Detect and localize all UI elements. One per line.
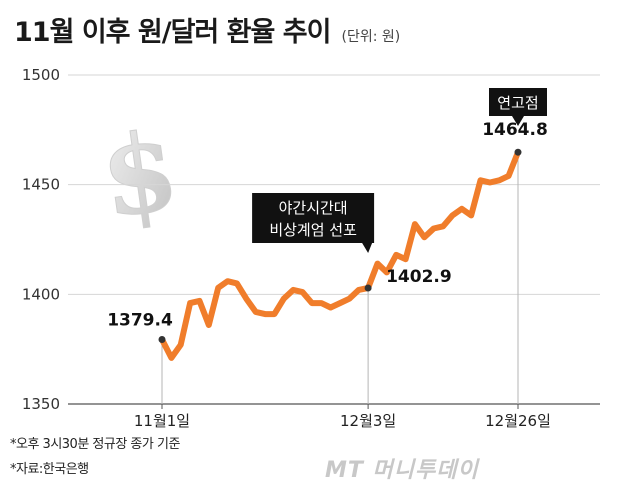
annotation-pointer [512, 116, 524, 126]
footnote-basis: *오후 3시30분 정규장 종가 기준 [10, 437, 180, 452]
x-tick-label: 11월1일 [134, 412, 190, 430]
dollar-sign-icon: $ [94, 108, 186, 243]
footnote-source: *자료:한국은행 [10, 462, 89, 477]
x-tick-label: 12월26일 [485, 412, 551, 430]
title-row: 11월 이후 원/달러 환율 추이 (단위: 원) [14, 10, 400, 49]
annotation-text: 야간시간대 [279, 199, 348, 217]
x-tick-label: 12월3일 [340, 412, 396, 430]
annotation-background [489, 88, 547, 116]
y-tick-label: 1350 [22, 395, 60, 413]
data-label: 1464.8 [482, 120, 548, 140]
annotation-pointer [362, 243, 373, 253]
y-tick-label: 1400 [22, 285, 60, 303]
data-point [514, 148, 522, 156]
annotation-background [252, 193, 375, 243]
series-line [159, 149, 521, 361]
data-label: 1379.4 [107, 311, 173, 331]
data-label: 1402.9 [386, 267, 452, 287]
chart-title: 11월 이후 원/달러 환율 추이 [14, 17, 331, 48]
annotation-text: 비상계엄 선포 [269, 221, 357, 239]
annotation-text: 연고점 [497, 94, 538, 112]
data-point [158, 336, 166, 344]
y-tick-label: 1450 [22, 176, 60, 194]
y-tick-label: 1500 [22, 66, 60, 84]
publisher-logo: MT 머니투데이 [325, 458, 479, 483]
unit-label: (단위: 원) [341, 29, 401, 45]
annotation-box: 연고점 [489, 88, 547, 126]
data-point [364, 284, 372, 292]
